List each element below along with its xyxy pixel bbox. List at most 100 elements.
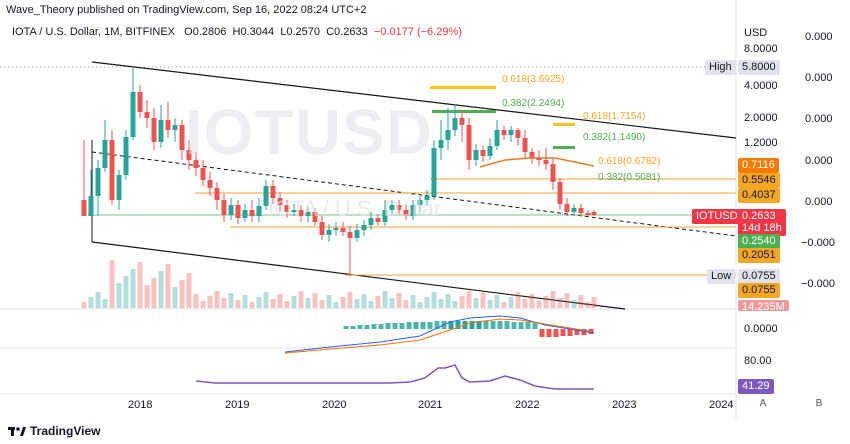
candle-body xyxy=(284,205,290,212)
year-label: 2020 xyxy=(322,399,347,411)
upper-trendline xyxy=(91,61,737,139)
volume-bar xyxy=(284,301,290,308)
candle-body xyxy=(249,210,255,216)
volume-bar xyxy=(333,302,339,308)
price-tick: 8.0000 xyxy=(744,43,778,55)
candle-body xyxy=(333,228,339,230)
volume-bar xyxy=(585,302,591,308)
volume-bar xyxy=(396,293,402,308)
candle-body xyxy=(347,232,353,238)
year-label: 2022 xyxy=(515,399,540,411)
volume-bar xyxy=(172,287,178,308)
volume-bar xyxy=(312,293,318,308)
volume-bar xyxy=(326,295,332,308)
candle-body xyxy=(494,130,500,146)
macd-histogram-bar xyxy=(357,325,363,329)
volume-bar xyxy=(151,278,157,308)
volume-bar xyxy=(305,298,311,308)
candle-body xyxy=(109,140,115,200)
low-value: 0.0755 xyxy=(738,269,780,284)
low-label: Low xyxy=(707,269,736,284)
year-label: 2021 xyxy=(418,399,443,411)
price-tick: 2.0000 xyxy=(744,112,778,124)
auto-scale-button[interactable]: A xyxy=(759,398,767,409)
volume-bar xyxy=(543,296,549,308)
candle-body xyxy=(179,125,185,150)
volume-bar xyxy=(578,295,584,308)
candle-body xyxy=(123,137,129,175)
volume-bar xyxy=(263,292,269,308)
watermark-sub: IOTA / U.S. Dollar xyxy=(268,196,442,221)
volume-bar xyxy=(417,302,423,308)
volume-bar xyxy=(193,294,199,308)
left-tick: 0.000 xyxy=(805,155,833,167)
volume-bar xyxy=(361,294,367,308)
volume-bar xyxy=(354,299,360,308)
candle-body xyxy=(417,200,423,205)
volume-bar xyxy=(207,296,213,308)
candle-body xyxy=(214,188,220,200)
log-scale-button[interactable]: B xyxy=(815,398,823,409)
volume-bar xyxy=(389,298,395,308)
rsi-line xyxy=(195,364,594,390)
macd-histogram-bar xyxy=(455,321,461,329)
candle-body xyxy=(389,205,395,210)
macd-histogram-bar xyxy=(427,322,433,329)
candle-body xyxy=(221,200,227,215)
price-change: −0.0177 (−6.29%) xyxy=(373,26,462,38)
candle-body xyxy=(410,205,416,216)
volume-bar xyxy=(431,292,437,308)
candle-body xyxy=(550,164,556,182)
candle-body xyxy=(158,120,164,142)
volume-bar xyxy=(368,301,374,308)
volume-bar xyxy=(340,297,346,308)
macd-histogram-bar xyxy=(546,329,552,337)
macd-histogram-bar xyxy=(525,322,531,329)
left-tick: 0.000 xyxy=(805,196,833,208)
candle-body xyxy=(396,205,402,210)
symbol-name[interactable]: IOTA / U.S. Dollar, 1M, BITFINEX xyxy=(12,26,175,38)
candle-body xyxy=(256,206,262,216)
volume-bar xyxy=(564,293,570,308)
volume-bar xyxy=(487,300,493,308)
macd-pane xyxy=(343,321,594,337)
candle-body xyxy=(515,130,521,138)
candle-body xyxy=(501,130,507,135)
volume-bar xyxy=(165,264,171,308)
macd-histogram-bar xyxy=(448,321,454,329)
volume-bar xyxy=(109,260,115,308)
fib-label-4: 0.382(1.1490) xyxy=(583,132,646,143)
candle-body xyxy=(151,118,157,142)
fib-label-2: 0.382(2.2494) xyxy=(502,98,565,109)
volume-bar xyxy=(591,297,597,308)
candle-body xyxy=(375,218,381,222)
candle-body xyxy=(578,208,584,213)
candle-body xyxy=(186,150,192,160)
volume-bar xyxy=(88,297,94,308)
macd-histogram-bar xyxy=(504,321,510,329)
volume-bar xyxy=(186,273,192,308)
volume-bar xyxy=(221,298,227,308)
candle-body xyxy=(130,92,136,137)
macd-histogram-bar xyxy=(371,324,377,329)
brand-name: TradingView xyxy=(30,424,101,438)
volume-bar xyxy=(424,297,430,308)
volume-bar xyxy=(200,301,206,308)
level-badge: 0.0755 xyxy=(738,283,780,298)
volume-bar xyxy=(158,271,164,308)
year-label: 2023 xyxy=(612,399,637,411)
level-badge: 0.2051 xyxy=(738,248,780,263)
macd-histogram-bar xyxy=(350,326,356,329)
candle-body xyxy=(291,210,297,212)
level-badge: 0.5546 xyxy=(738,173,780,188)
volume-bar xyxy=(557,298,563,308)
volume-bar xyxy=(298,291,304,308)
left-tick: 0.000 xyxy=(805,113,833,125)
volume-bar xyxy=(270,299,276,308)
candle-body xyxy=(235,205,241,218)
volume-bar xyxy=(452,301,458,308)
candle-body xyxy=(263,186,269,206)
year-label: 2024 xyxy=(709,399,734,411)
macd-histogram-bar xyxy=(343,326,349,329)
